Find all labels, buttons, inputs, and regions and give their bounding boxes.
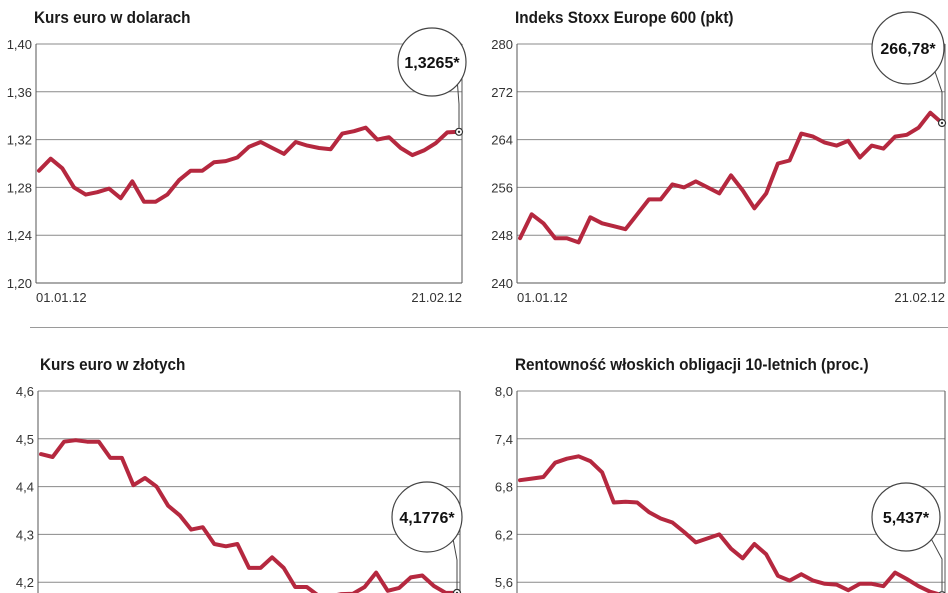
x-tick-label: 21.02.12 [411,290,462,305]
x-tick-label: 21.02.12 [894,290,945,305]
y-tick-label: 1,20 [7,276,32,291]
chart-title: Kurs euro w dolarach [34,8,191,27]
chart-1-plot: 240 248 256 264 272 280 01.01.12 21.02.12 266,78… [491,11,947,305]
callout-value: 4,1776* [399,510,455,527]
chart-title: Rentowność włoskich obligacji 10-letnich… [515,355,869,374]
y-tick-label: 1,32 [7,133,32,148]
end-point-dot [457,130,461,134]
callout-bubble [391,481,463,553]
series-line [518,454,942,593]
chart-title: Indeks Stoxx Europe 600 (pkt) [515,8,734,27]
y-tick-label: 7,4 [495,432,513,447]
y-tick-label: 272 [491,85,513,100]
y-tick-label: 256 [491,180,513,195]
chart-title: Kurs euro w złotych [40,355,186,374]
x-tick-label: 01.01.12 [36,290,87,305]
y-tick-label: 4,6 [16,384,34,399]
y-tick-label: 8,0 [495,384,513,399]
y-tick-label: 248 [491,228,513,243]
series-line [39,438,459,593]
end-point-dot [940,121,944,125]
callout-value: 5,437* [883,510,930,527]
chart-2-plot: 4,2 4,3 4,4 4,5 4,6 4,1776* [16,384,463,593]
y-tick-label: 4,5 [16,432,34,447]
callout-leader [931,539,943,592]
chart-3-plot: 5,6 6,2 6,8 7,4 8,0 5,437* [495,384,946,593]
callout-bubble [871,482,941,552]
callout-bubble [871,11,945,85]
callout-bubble [397,27,467,97]
y-tick-label: 264 [491,133,513,148]
y-tick-label: 1,24 [7,228,32,243]
y-tick-label: 1,40 [7,37,32,52]
callout-leader [934,71,943,119]
y-tick-label: 5,6 [495,575,513,590]
chart-0-plot: 1,20 1,24 1,28 1,32 1,36 1,40 01.01.12 21.02.12… [7,27,467,305]
y-tick-label: 1,28 [7,180,32,195]
series-line [518,110,944,245]
panel-divider [30,327,948,328]
y-tick-label: 280 [491,37,513,52]
y-tick-label: 4,3 [16,527,34,542]
y-tick-label: 1,36 [7,85,32,100]
callout-leader [457,84,460,128]
callout-value: 1,3265* [404,55,460,72]
y-tick-label: 6,8 [495,480,513,495]
series-line [37,125,461,204]
y-tick-label: 4,4 [16,480,34,495]
y-tick-label: 6,2 [495,527,513,542]
x-tick-label: 01.01.12 [517,290,568,305]
callout-value: 266,78* [880,41,936,58]
callout-leader [452,540,458,589]
y-tick-label: 4,2 [16,575,34,590]
y-tick-label: 240 [491,276,513,291]
